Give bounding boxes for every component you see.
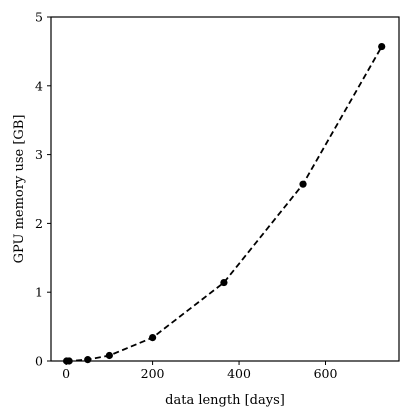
plot-area xyxy=(50,16,400,362)
x-axis-ticks: 0 200 400 600 xyxy=(62,361,337,381)
y-tick-label: 1 xyxy=(35,285,43,300)
data-point xyxy=(220,278,228,287)
data-point xyxy=(84,356,92,364)
data-point xyxy=(378,42,386,51)
y-tick-label: 3 xyxy=(35,147,43,162)
x-tick-label: 0 xyxy=(62,366,70,381)
x-tick-label: 600 xyxy=(314,366,338,381)
y-tick-label: 2 xyxy=(35,216,43,231)
series-layer xyxy=(62,42,386,365)
y-axis-label: GPU memory use [GB] xyxy=(12,115,27,264)
plot-frame xyxy=(50,16,400,362)
y-axis-ticks: 0 1 2 3 4 5 xyxy=(35,10,51,369)
y-tick-label: 5 xyxy=(35,10,43,25)
data-point xyxy=(65,357,73,365)
data-point xyxy=(148,334,157,342)
data-point xyxy=(105,351,113,360)
x-tick-label: 200 xyxy=(141,366,165,381)
y-tick-label: 4 xyxy=(35,78,43,93)
y-tick-label: 0 xyxy=(35,354,43,369)
x-axis-label: data length [days] xyxy=(165,393,285,408)
x-tick-label: 400 xyxy=(227,366,251,381)
data-point xyxy=(299,180,307,188)
series-line xyxy=(66,46,383,362)
